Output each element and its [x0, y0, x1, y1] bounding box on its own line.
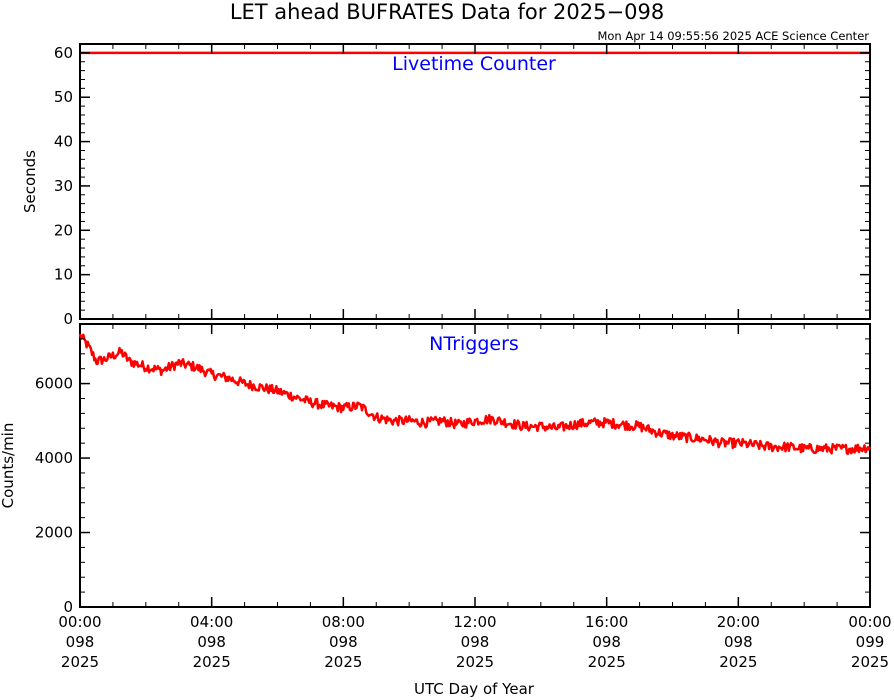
x-tick-label: 098 — [461, 633, 490, 651]
x-axis-label: UTC Day of Year — [414, 680, 535, 698]
x-tick-label: 08:00 — [322, 613, 365, 631]
y-tick-label: 10 — [54, 266, 73, 284]
livetime-panel: Livetime Counter Seconds 0 10 20 30 40 50 60 — [21, 43, 871, 328]
ntriggers-series-line — [78, 333, 872, 455]
x-tick-label: 20:00 — [717, 613, 760, 631]
x-tick-label: 2025 — [719, 653, 757, 671]
x-tick-label: 2025 — [324, 653, 362, 671]
x-tick-label: 16:00 — [585, 613, 628, 631]
ntriggers-axis-ticks: 0 2000 4000 6000 — [35, 323, 871, 616]
x-tick-label: 04:00 — [190, 613, 233, 631]
x-tick-label: 12:00 — [453, 613, 496, 631]
y-tick-label: 40 — [54, 133, 73, 151]
x-tick-label: 099 — [856, 633, 885, 651]
livetime-panel-label: Livetime Counter — [392, 53, 556, 75]
x-tick-label: 098 — [197, 633, 226, 651]
x-tick-label: 2025 — [588, 653, 626, 671]
x-tick-label: 2025 — [61, 653, 99, 671]
x-tick-label: 00:00 — [58, 613, 101, 631]
y-tick-label: 50 — [54, 88, 73, 106]
y-tick-label: 6000 — [35, 375, 73, 393]
timestamp-label: Mon Apr 14 09:55:56 2025 ACE Science Cen… — [597, 29, 869, 43]
ntriggers-ylabel: Counts/min — [0, 423, 17, 509]
y-tick-label: 0 — [63, 310, 73, 328]
livetime-axis-ticks: 0 10 20 30 40 50 60 — [54, 43, 871, 328]
ntriggers-panel: NTriggers Counts/min 0 2000 4000 6000 — [0, 323, 872, 616]
livetime-plot-frame — [79, 43, 871, 320]
figure-title: LET ahead BUFRATES Data for 2025−098 — [230, 0, 664, 24]
livetime-ylabel: Seconds — [21, 150, 39, 213]
y-tick-label: 4000 — [35, 449, 73, 467]
y-tick-label: 20 — [54, 221, 73, 239]
x-tick-label: 2025 — [193, 653, 231, 671]
y-tick-label: 0 — [63, 598, 73, 616]
x-tick-label: 098 — [66, 633, 95, 651]
y-tick-label: 2000 — [35, 524, 73, 542]
x-tick-label: 2025 — [456, 653, 494, 671]
ntriggers-panel-label: NTriggers — [429, 333, 519, 355]
y-tick-label: 30 — [54, 177, 73, 195]
x-tick-label: 098 — [724, 633, 753, 651]
x-tick-label: 00:00 — [848, 613, 891, 631]
x-tick-label: 098 — [329, 633, 358, 651]
x-tick-label: 098 — [592, 633, 621, 651]
x-axis-tick-labels: 00:00 098 2025 04:00 098 2025 08:00 098 2025 12:0… — [58, 613, 891, 671]
x-tick-label: 2025 — [851, 653, 889, 671]
y-tick-label: 60 — [54, 44, 73, 62]
